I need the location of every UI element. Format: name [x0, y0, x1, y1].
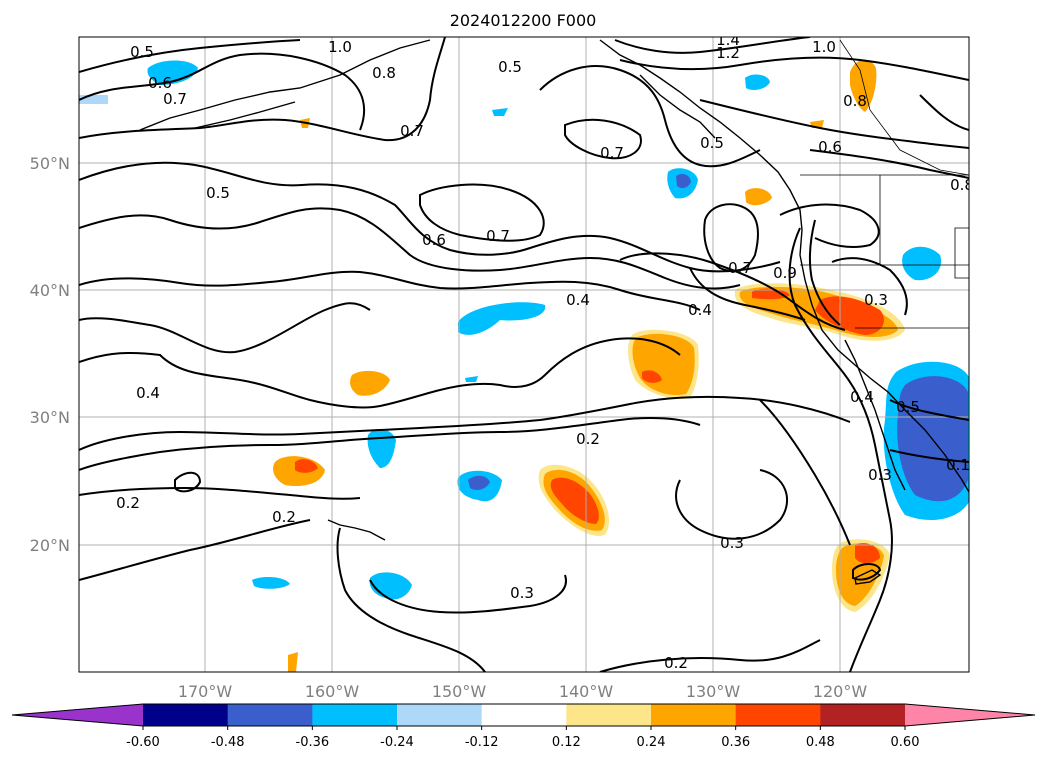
contour-label: 0.5 — [896, 398, 920, 416]
lon-label: 170°W — [178, 682, 233, 701]
gridlines — [79, 37, 969, 672]
pos-shade-strong — [295, 459, 318, 473]
colorbar-tick-label: 0.24 — [637, 735, 666, 750]
colorbar-segment — [566, 704, 652, 726]
pos-shade-strong — [550, 477, 599, 524]
neg-shade — [458, 302, 546, 335]
contour-label: 0.7 — [600, 144, 624, 162]
colorbar-tick-label: -0.24 — [380, 735, 414, 750]
neg-shade — [902, 246, 942, 281]
neg-shade — [252, 576, 290, 589]
contour-label: 1.0 — [812, 38, 836, 56]
pos-shade — [288, 652, 298, 672]
map-panel: 0.5 1.0 1.4 1.2 1.0 0.6 0.7 0.8 0.5 0.8 … — [79, 31, 974, 672]
colorbar-extend-low — [12, 704, 143, 726]
neg-shade-light — [492, 108, 508, 116]
colorbar-segment — [227, 704, 313, 726]
shading-layer — [79, 59, 969, 672]
pos-shade — [350, 370, 390, 396]
pos-shade-strong — [815, 296, 885, 335]
colorbar-segment — [735, 704, 821, 726]
lat-label: 20°N — [30, 536, 70, 555]
borders — [800, 39, 969, 329]
colorbar: -0.60 -0.48 -0.36 -0.24 -0.12 0.12 0.24 0.36 0.4… — [11, 703, 1036, 750]
contour-label: 0.2 — [664, 654, 688, 672]
contour-label: 0.3 — [510, 584, 534, 602]
coastlines — [139, 39, 969, 585]
contour-label: 0.6 — [148, 74, 172, 92]
longitude-labels: 170°W 160°W 150°W 140°W 130°W 120°W — [178, 682, 868, 701]
contours — [79, 37, 969, 672]
contour-label: 0.8 — [950, 176, 974, 194]
neg-shade — [147, 60, 198, 85]
lon-label: 130°W — [686, 682, 741, 701]
colorbar-extend-high — [905, 704, 1035, 726]
pos-shade-strong — [752, 288, 790, 300]
contour-label: 0.5 — [206, 184, 230, 202]
colorbar-tick-label: -0.48 — [211, 735, 245, 750]
neg-shade — [745, 74, 770, 90]
latitude-labels: 50°N 40°N 30°N 20°N — [30, 154, 70, 555]
contour-label: 0.5 — [498, 58, 522, 76]
colorbar-segment — [651, 704, 737, 726]
contour-label: 0.8 — [372, 64, 396, 82]
contour-label: 0.7 — [400, 122, 424, 140]
contour-label: 0.3 — [868, 466, 892, 484]
contour-label: 1.2 — [716, 44, 740, 62]
contour-label: 0.4 — [566, 291, 590, 309]
lat-label: 30°N — [30, 408, 70, 427]
lat-label: 50°N — [30, 154, 70, 173]
neg-shade-strong — [468, 475, 490, 490]
contour-label: 0.2 — [272, 508, 296, 526]
colorbar-segment — [820, 704, 906, 726]
contour-label: 0.4 — [850, 388, 874, 406]
map-title: 2024012200 F000 — [450, 11, 597, 30]
colorbar-tick-label: 0.48 — [806, 735, 835, 750]
contour-label: 0.5 — [700, 134, 724, 152]
contour-label: 0.6 — [422, 231, 446, 249]
contour-label: 1.4 — [716, 31, 740, 49]
colorbar-segment — [143, 704, 229, 726]
colorbar-tick-label: 0.12 — [552, 735, 581, 750]
neg-shade-light — [79, 95, 108, 104]
contour-label: 0.2 — [576, 430, 600, 448]
contour-label: 0.1 — [946, 456, 970, 474]
contour-label: 0.7 — [728, 259, 752, 277]
contour-label: 0.4 — [688, 301, 712, 319]
contour-label: 0.4 — [136, 384, 160, 402]
neg-shade-light — [465, 376, 478, 382]
lon-label: 150°W — [432, 682, 487, 701]
colorbar-tick-label: -0.60 — [126, 735, 160, 750]
contour-label: 0.3 — [864, 291, 888, 309]
pos-shade-strong — [855, 543, 880, 564]
contour-label: 0.2 — [116, 494, 140, 512]
lon-label: 120°W — [813, 682, 868, 701]
pos-shade — [850, 59, 877, 112]
map-frame — [78, 36, 970, 673]
colorbar-tick-label: -0.12 — [465, 735, 499, 750]
colorbar-tick-label: 0.60 — [891, 735, 920, 750]
contour-label: 0.6 — [818, 138, 842, 156]
contour-label: 1.0 — [328, 38, 352, 56]
contour-label: 0.7 — [163, 90, 187, 108]
colorbar-segment — [312, 704, 398, 726]
colorbar-tick-label: 0.36 — [721, 735, 750, 750]
colorbar-segment — [397, 704, 483, 726]
pos-shade-strong — [642, 370, 662, 383]
colorbar-segment — [481, 704, 567, 726]
pos-shade — [745, 188, 772, 206]
contour-label: 0.7 — [486, 227, 510, 245]
contour-label: 0.9 — [773, 264, 797, 282]
lat-label: 40°N — [30, 281, 70, 300]
contour-label: 0.3 — [720, 534, 744, 552]
neg-shade-strong — [676, 174, 691, 189]
lon-label: 160°W — [305, 682, 360, 701]
lon-label: 140°W — [559, 682, 614, 701]
contour-label: 0.5 — [130, 43, 154, 61]
contour-label: 0.8 — [843, 92, 867, 110]
contour-labels: 0.5 1.0 1.4 1.2 1.0 0.6 0.7 0.8 0.5 0.8 … — [116, 31, 974, 672]
colorbar-tick-label: -0.36 — [296, 735, 330, 750]
